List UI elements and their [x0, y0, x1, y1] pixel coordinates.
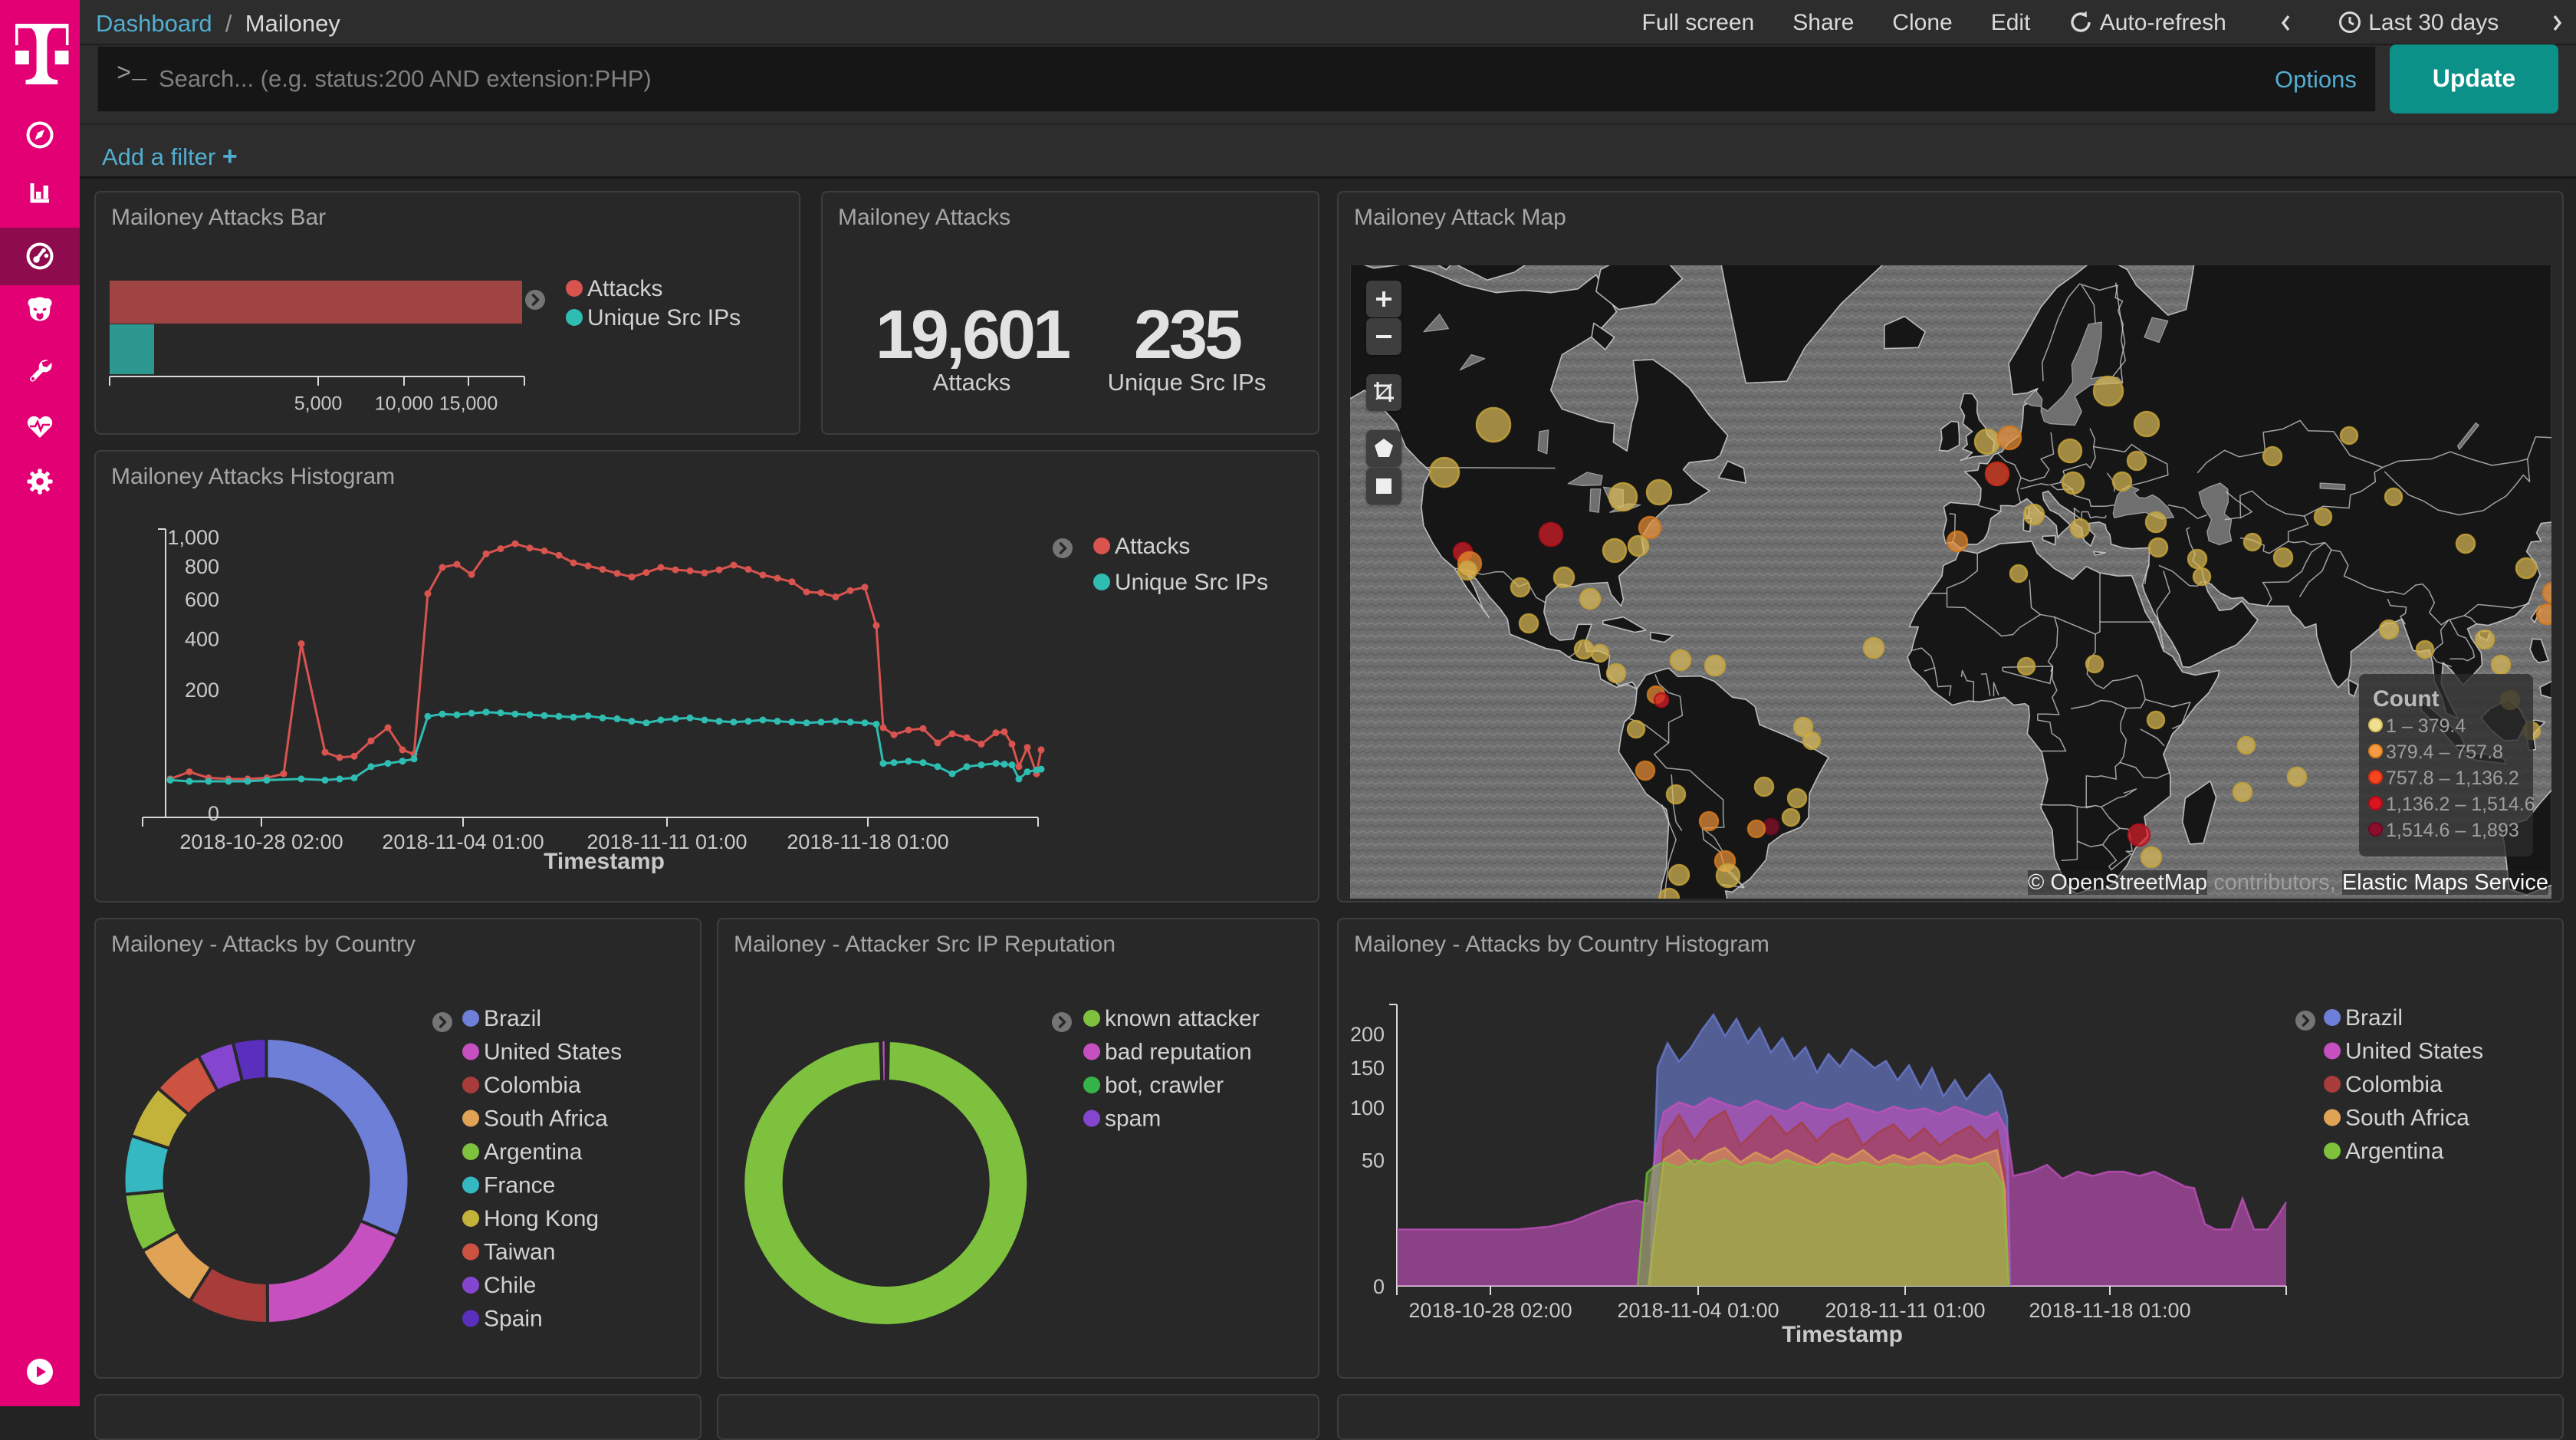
svg-text:0: 0: [208, 802, 219, 825]
svg-text:10,000: 10,000: [375, 393, 433, 415]
svg-text:2018-10-28 02:00: 2018-10-28 02:00: [179, 830, 343, 853]
svg-text:Colombia: Colombia: [2345, 1072, 2443, 1097]
svg-text:bad reputation: bad reputation: [1105, 1040, 1252, 1065]
svg-text:2018-11-04 01:00: 2018-11-04 01:00: [1617, 1299, 1779, 1322]
svg-text:50: 50: [1362, 1149, 1385, 1172]
svg-text:Argentina: Argentina: [484, 1139, 583, 1165]
svg-text:spam: spam: [1105, 1106, 1161, 1132]
svg-text:France: France: [484, 1173, 555, 1198]
svg-text:200: 200: [185, 679, 219, 702]
svg-text:Unique Src IPs: Unique Src IPs: [587, 305, 741, 330]
svg-text:2018-11-18 01:00: 2018-11-18 01:00: [787, 830, 948, 853]
svg-text:Brazil: Brazil: [484, 1006, 541, 1031]
svg-text:600: 600: [185, 588, 219, 611]
svg-text:150: 150: [1350, 1057, 1385, 1080]
svg-text:United States: United States: [2345, 1039, 2483, 1064]
svg-text:known attacker: known attacker: [1105, 1006, 1260, 1031]
svg-text:800: 800: [185, 555, 219, 578]
svg-text:400: 400: [185, 627, 219, 650]
svg-text:Unique Src IPs: Unique Src IPs: [1115, 570, 1268, 595]
svg-text:Taiwan: Taiwan: [484, 1240, 555, 1265]
svg-text:Hong Kong: Hong Kong: [484, 1206, 599, 1231]
svg-text:2018-11-04 01:00: 2018-11-04 01:00: [382, 830, 544, 853]
svg-text:5,000: 5,000: [294, 393, 343, 415]
svg-text:United States: United States: [484, 1040, 622, 1065]
svg-text:bot, crawler: bot, crawler: [1105, 1073, 1224, 1098]
svg-text:Timestamp: Timestamp: [1782, 1322, 1903, 1347]
svg-text:2018-11-18 01:00: 2018-11-18 01:00: [2029, 1299, 2190, 1322]
svg-text:2018-11-11 01:00: 2018-11-11 01:00: [586, 830, 747, 853]
svg-text:100: 100: [1350, 1096, 1385, 1119]
svg-text:Attacks: Attacks: [587, 276, 662, 301]
svg-text:15,000: 15,000: [439, 393, 498, 415]
svg-text:1,000: 1,000: [167, 526, 219, 549]
svg-text:Spain: Spain: [484, 1307, 543, 1332]
svg-text:Timestamp: Timestamp: [544, 849, 665, 874]
svg-text:200: 200: [1350, 1023, 1385, 1046]
svg-text:2018-11-11 01:00: 2018-11-11 01:00: [1825, 1299, 1985, 1322]
svg-text:2018-10-28 02:00: 2018-10-28 02:00: [1408, 1299, 1572, 1322]
svg-text:South Africa: South Africa: [2345, 1106, 2469, 1131]
svg-text:Brazil: Brazil: [2345, 1005, 2403, 1031]
svg-text:0: 0: [1373, 1275, 1385, 1298]
svg-text:South Africa: South Africa: [484, 1106, 608, 1132]
svg-text:Attacks: Attacks: [1115, 534, 1190, 559]
svg-text:Chile: Chile: [484, 1273, 536, 1298]
svg-text:Colombia: Colombia: [484, 1073, 581, 1098]
svg-text:Argentina: Argentina: [2345, 1139, 2444, 1164]
